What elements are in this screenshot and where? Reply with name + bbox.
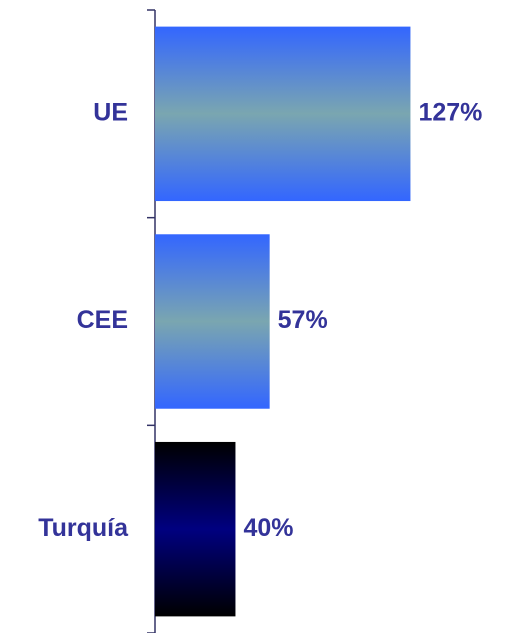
value-label: 57% — [278, 306, 328, 334]
category-label: UE — [93, 98, 128, 126]
bar — [155, 26, 411, 202]
category-label: Turquía — [38, 514, 129, 542]
category-label: CEE — [77, 306, 128, 334]
bar — [155, 234, 270, 409]
value-label: 127% — [418, 98, 482, 126]
bar — [155, 441, 236, 617]
value-label: 40% — [243, 514, 293, 542]
